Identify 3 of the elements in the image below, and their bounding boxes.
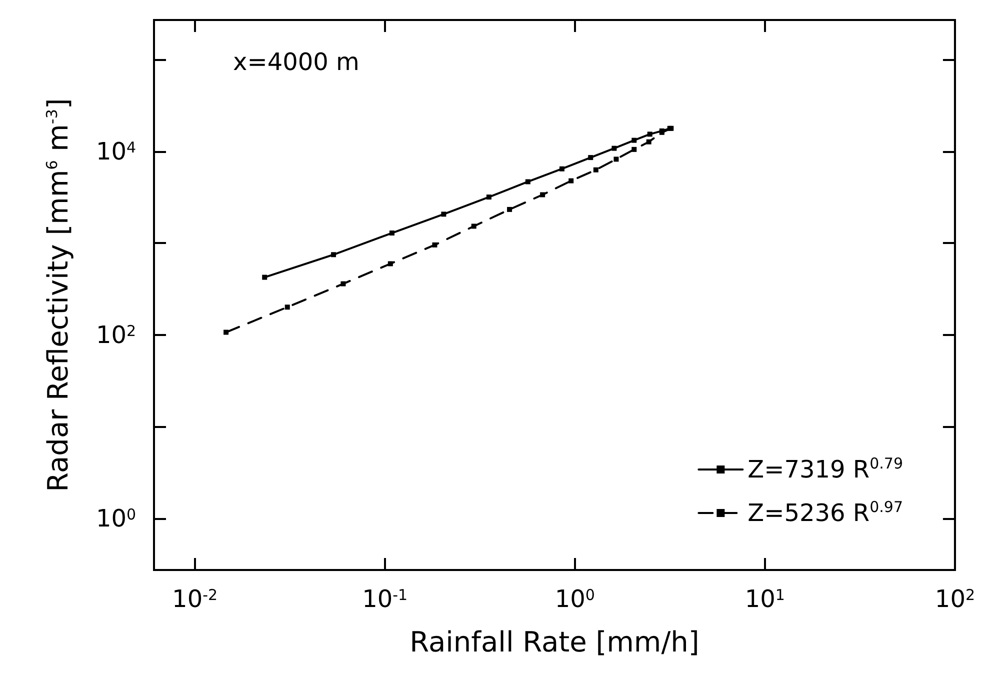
x-axis-title: Rainfall Rate [mm/h] <box>410 626 700 658</box>
annotation: x=4000 m <box>233 48 360 76</box>
y-axis-title: Radar Reflectivity [mm6 m-3] <box>42 98 74 492</box>
